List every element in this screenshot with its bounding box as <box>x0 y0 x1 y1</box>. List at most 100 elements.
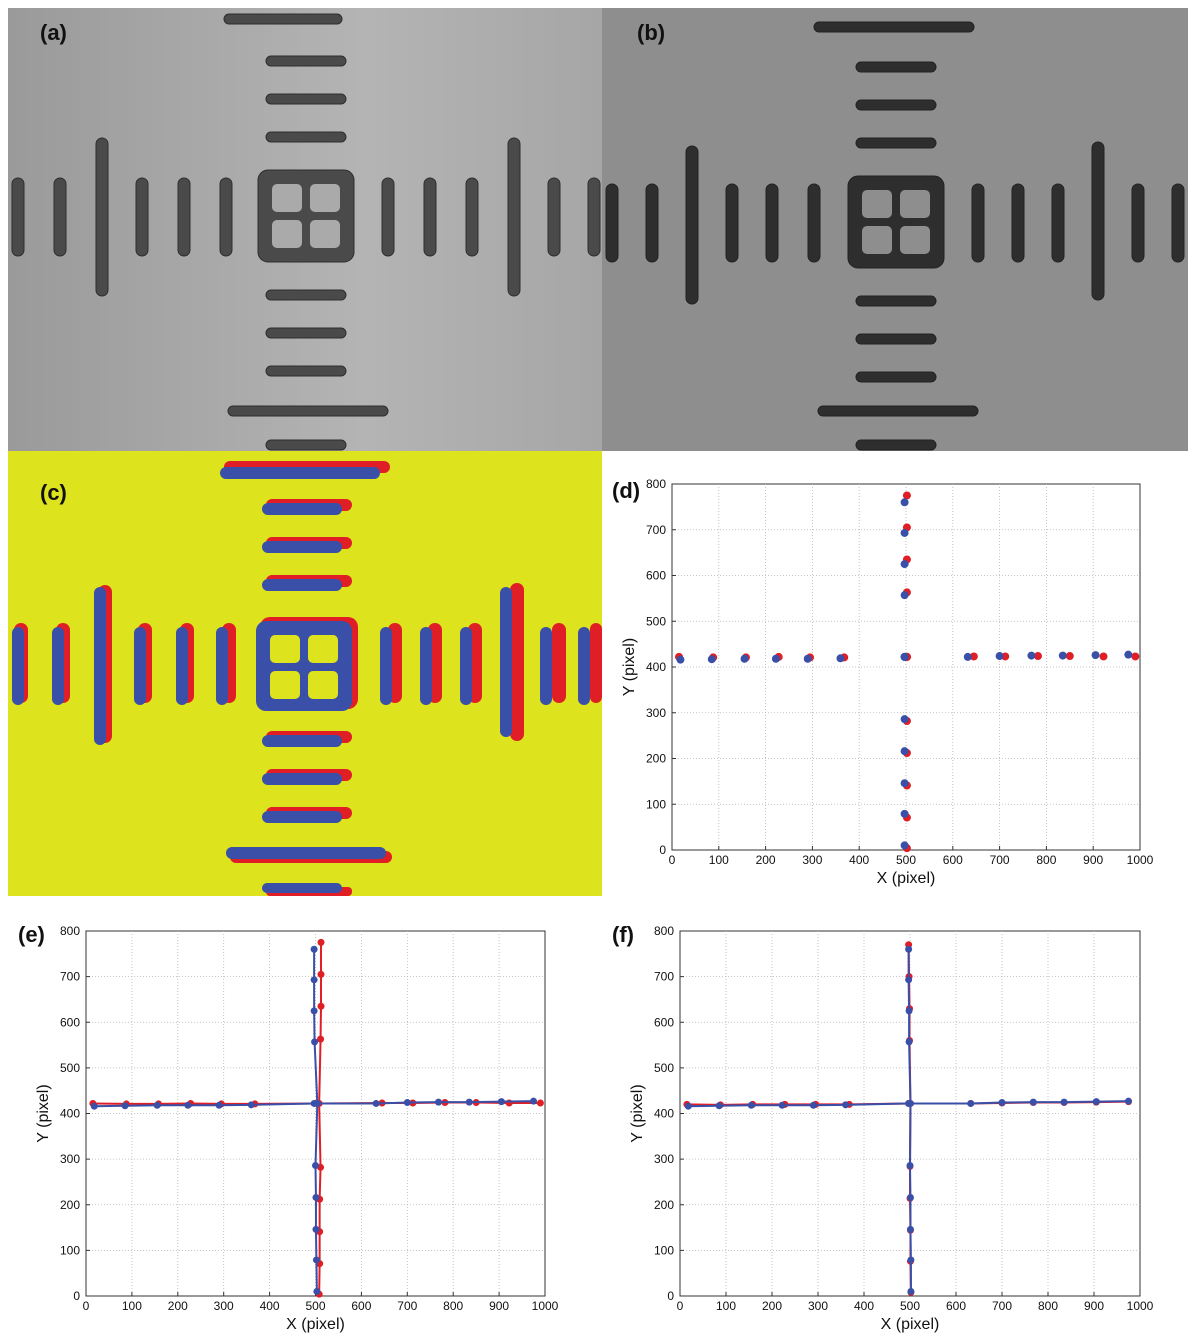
data-point-blue <box>906 1007 913 1014</box>
y-tick-label: 400 <box>654 1107 674 1121</box>
data-point-red <box>318 939 325 946</box>
x-tick-label: 500 <box>305 1299 325 1313</box>
data-point-blue <box>311 946 318 953</box>
y-tick-label: 400 <box>60 1107 80 1121</box>
data-point-red <box>1066 652 1074 660</box>
x-axis-title-e: X (pixel) <box>286 1316 345 1333</box>
y-tick-label: 400 <box>646 660 666 674</box>
x-tick-label: 600 <box>943 853 963 867</box>
data-point-blue <box>901 747 909 755</box>
data-point-red <box>907 1289 914 1296</box>
data-point-red <box>903 653 911 661</box>
data-point-blue <box>836 654 844 662</box>
series-line-vertical-blue <box>909 949 911 1291</box>
data-point-red <box>313 1100 320 1107</box>
x-tick-label: 300 <box>808 1299 828 1313</box>
data-point-blue <box>907 1226 914 1233</box>
x-tick-label: 800 <box>1038 1299 1058 1313</box>
data-point-blue <box>311 1100 318 1107</box>
data-point-red <box>187 1100 194 1107</box>
data-point-red <box>903 491 911 499</box>
y-tick-label: 300 <box>646 706 666 720</box>
y-tick-label: 700 <box>646 523 666 537</box>
y-tick-label: 600 <box>60 1015 80 1029</box>
data-point-blue <box>907 1256 914 1263</box>
data-point-red <box>907 1100 914 1107</box>
data-point-blue <box>772 655 780 663</box>
data-point-red <box>781 1101 788 1108</box>
data-point-blue <box>1092 651 1100 659</box>
data-point-blue <box>1059 652 1067 660</box>
y-tick-label: 100 <box>654 1243 674 1257</box>
y-tick-label: 800 <box>654 924 674 938</box>
x-tick-label: 700 <box>990 853 1010 867</box>
x-tick-label: 1000 <box>532 1299 559 1313</box>
x-tick-label: 0 <box>669 853 676 867</box>
data-point-blue <box>314 1100 321 1107</box>
data-point-red <box>717 1101 724 1108</box>
data-point-blue <box>810 1102 817 1109</box>
data-point-blue <box>1093 1098 1100 1105</box>
data-point-red <box>251 1100 258 1107</box>
data-point-red <box>903 814 911 822</box>
data-point-red <box>506 1100 513 1107</box>
panel-label-a: (a) <box>40 20 67 46</box>
y-tick-label: 0 <box>73 1289 80 1303</box>
y-tick-label: 0 <box>659 843 666 857</box>
data-point-red <box>967 1100 974 1107</box>
data-point-red <box>537 1100 544 1107</box>
data-point-red <box>907 1163 914 1170</box>
calibration-target-image-b <box>602 8 1188 451</box>
panel-label-f: (f) <box>612 922 634 948</box>
data-point-red <box>970 652 978 660</box>
data-point-blue <box>901 498 909 506</box>
data-point-red <box>155 1100 162 1107</box>
x-tick-label: 400 <box>854 1299 874 1313</box>
y-tick-label: 200 <box>646 752 666 766</box>
y-tick-label: 800 <box>646 477 666 491</box>
data-point-blue <box>435 1099 442 1106</box>
data-point-blue <box>184 1102 191 1109</box>
data-point-red <box>903 749 911 757</box>
data-point-blue <box>901 653 909 661</box>
x-tick-label: 600 <box>351 1299 371 1313</box>
x-tick-label: 900 <box>1084 1299 1104 1313</box>
data-point-red <box>775 653 783 661</box>
data-point-blue <box>498 1098 505 1105</box>
data-point-blue <box>311 1007 318 1014</box>
data-point-blue <box>901 715 909 723</box>
x-tick-label: 500 <box>900 1299 920 1313</box>
data-point-blue <box>530 1098 537 1105</box>
panel-label-c: (c) <box>40 480 67 506</box>
data-point-red <box>903 717 911 725</box>
y-axis-title-f: Y (pixel) <box>629 1084 646 1142</box>
data-point-red <box>89 1100 96 1107</box>
data-point-blue <box>373 1100 380 1107</box>
y-tick-label: 600 <box>646 569 666 583</box>
data-point-blue <box>741 655 749 663</box>
data-point-blue <box>999 1099 1006 1106</box>
data-point-blue <box>1061 1099 1068 1106</box>
data-point-blue <box>311 976 318 983</box>
data-point-red <box>906 1005 913 1012</box>
y-tick-label: 200 <box>654 1198 674 1212</box>
data-point-blue <box>404 1099 411 1106</box>
data-point-blue <box>91 1103 98 1110</box>
data-point-blue <box>716 1102 723 1109</box>
data-point-red <box>1125 1098 1132 1105</box>
series-line-horizontal-red <box>687 1102 1129 1105</box>
panel-a-image <box>8 8 602 451</box>
data-point-red <box>903 523 911 531</box>
data-point-blue <box>1030 1099 1037 1106</box>
y-tick-label: 200 <box>60 1198 80 1212</box>
data-point-blue <box>312 1226 319 1233</box>
data-point-blue <box>154 1102 161 1109</box>
data-point-blue <box>779 1102 786 1109</box>
x-tick-label: 800 <box>443 1299 463 1313</box>
data-point-blue <box>901 653 909 661</box>
y-tick-label: 800 <box>60 924 80 938</box>
x-axis-title-d: X (pixel) <box>877 870 936 887</box>
data-point-blue <box>311 1038 318 1045</box>
data-point-red <box>905 941 912 948</box>
x-tick-label: 0 <box>83 1299 90 1313</box>
